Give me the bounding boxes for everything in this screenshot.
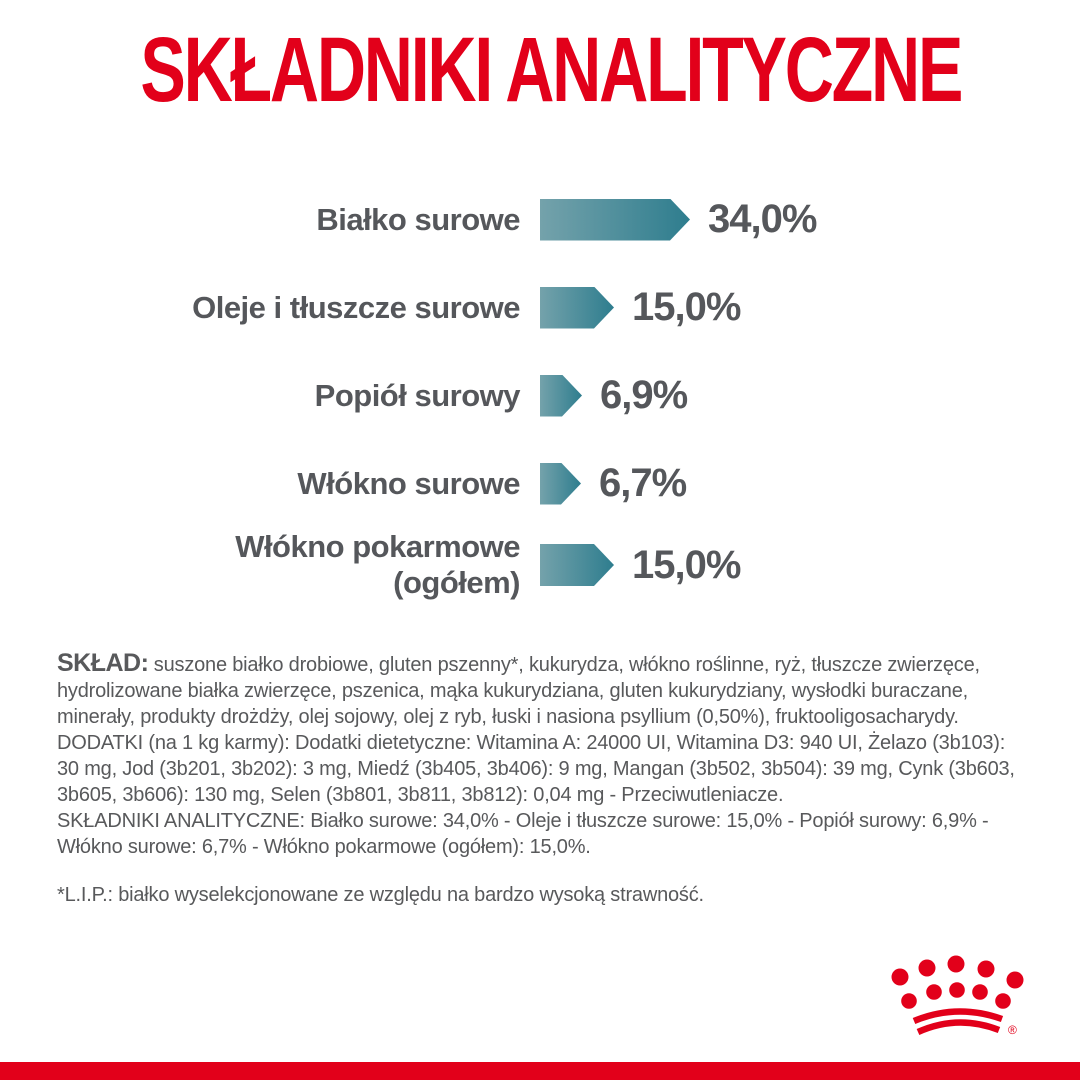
bar-value-label: 15,0% (632, 542, 741, 587)
bar (540, 287, 614, 329)
crown-dots (891, 955, 1024, 1009)
bar-value-label: 34,0% (708, 197, 817, 241)
bar (540, 463, 581, 505)
crown-arcs (912, 1008, 1004, 1035)
analytical-components-chart: Białko surowe 34,0% Oleje i tłuszcze sur… (60, 197, 817, 601)
sklad-paragraph: SKŁAD: suszone białko drobiowe, gluten p… (57, 650, 1029, 730)
bar (540, 375, 582, 417)
bar-label-line1: Włókno pokarmowe (235, 529, 520, 564)
bar-category-label: Włókno pokarmowe (ogółem) (60, 529, 520, 601)
dodatki-paragraph: DODATKI (na 1 kg karmy): Dodatki dietety… (57, 732, 1015, 806)
registered-trademark-icon: ® (1008, 1023, 1017, 1037)
bar-value-label: 15,0% (632, 285, 741, 329)
bar (540, 199, 690, 241)
bottom-red-bar (0, 1062, 1080, 1080)
composition-text-block: SKŁAD: suszone białko drobiowe, gluten p… (57, 650, 1029, 908)
page-title: SKŁADNIKI ANALITYCZNE (140, 19, 963, 121)
bar (540, 544, 614, 586)
analityczne-paragraph: SKŁADNIKI ANALITYCZNE: Białko surowe: 34… (57, 810, 989, 858)
bar-category-label: Włókno surowe (60, 466, 520, 502)
chart-row: Białko surowe 34,0% (60, 197, 817, 242)
chart-row: Popiół surowy 6,9% (60, 373, 816, 418)
royal-canin-crown-logo: ® (891, 955, 1024, 1037)
bar-category-label: Popiół surowy (60, 377, 521, 414)
bar-label-line1: Włókno surowe (297, 465, 520, 501)
bar-label-line1: Białko surowe (316, 201, 520, 237)
sklad-label: SKŁAD: (57, 649, 149, 677)
bar-category-label: Białko surowe (60, 202, 520, 238)
bar-label-line2: (ogółem) (393, 565, 520, 600)
lip-note: *L.I.P.: białko wyselekcjonowane ze wzgl… (57, 884, 704, 906)
bar-category-label: Oleje i tłuszcze surowe (60, 290, 520, 326)
chart-row: Włókno pokarmowe (ogółem) 15,0% (60, 529, 816, 601)
bar-value-label: 6,9% (600, 373, 688, 417)
bar-label-line1: Popiół surowy (314, 377, 521, 413)
bar-label-line1: Oleje i tłuszcze surowe (192, 289, 520, 325)
chart-row: Włókno surowe 6,7% (60, 461, 816, 506)
bar-value-label: 6,7% (599, 461, 687, 505)
sklad-text: suszone białko drobiowe, gluten pszenny*… (57, 654, 980, 728)
chart-row: Oleje i tłuszcze surowe 15,0% (60, 285, 816, 330)
